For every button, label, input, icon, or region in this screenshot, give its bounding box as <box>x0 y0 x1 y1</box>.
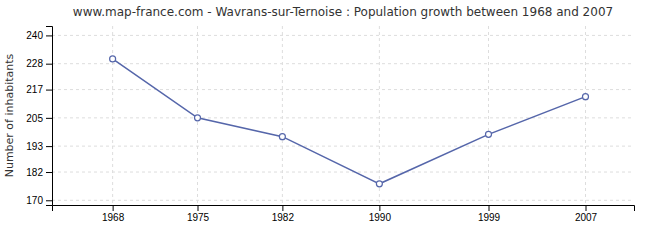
y-tick: 228 <box>26 58 52 69</box>
y-grid-line <box>52 200 634 201</box>
plot: 1968 1975 1982 1990 1999 2007 170 182 193 205 217 2… <box>26 26 634 223</box>
y-tick: 217 <box>26 84 52 95</box>
y-grid-line <box>52 117 634 118</box>
chart-title: www.map-france.com - Wavrans-sur-Ternois… <box>73 5 613 19</box>
y-tick: 193 <box>26 141 52 152</box>
x-grid-line <box>112 26 113 205</box>
x-tick-mark <box>113 205 114 211</box>
y-tick-label: 240 <box>26 30 43 41</box>
point <box>110 56 116 62</box>
y-grid-line <box>52 35 634 36</box>
point <box>376 181 382 187</box>
y-tick: 240 <box>26 30 52 41</box>
y-tick-mark <box>46 64 52 65</box>
y-grid-line <box>52 146 634 147</box>
data-layer <box>110 56 589 187</box>
y-tick-label: 205 <box>26 113 43 124</box>
point <box>486 131 492 137</box>
point <box>195 115 201 121</box>
y-tick-label: 170 <box>26 195 43 206</box>
x-tick-label: 2007 <box>575 212 598 223</box>
y-axis-title: Number of inhabitants <box>3 53 16 177</box>
y-tick: 182 <box>26 167 52 178</box>
x-grid-line <box>488 26 489 205</box>
x-tick-mark <box>282 205 283 211</box>
x-tick-mark <box>379 205 380 211</box>
y-axis: 170 182 193 205 217 228 240 <box>26 27 52 206</box>
x-axis: 1968 1975 1982 1990 1999 2007 <box>53 205 635 223</box>
x-tick-label: 1982 <box>272 212 295 223</box>
chart-container: www.map-france.com - Wavrans-sur-Ternois… <box>0 0 650 229</box>
y-tick-mark <box>46 118 52 119</box>
y-grid-line <box>52 63 634 64</box>
x-tick-mark <box>586 205 587 211</box>
x-tick-label: 1990 <box>369 212 392 223</box>
x-tick: 1982 <box>272 205 295 223</box>
x-grid-line <box>282 26 283 205</box>
x-tick: 1990 <box>369 205 392 223</box>
y-grid-line <box>52 172 634 173</box>
x-tick: 1999 <box>478 205 501 223</box>
y-tick-label: 217 <box>26 84 43 95</box>
x-tick-label: 1999 <box>478 212 501 223</box>
x-tick-mark <box>198 205 199 211</box>
y-tick-mark <box>46 90 52 91</box>
y-axis-line <box>46 27 53 206</box>
x-tick-label: 1975 <box>187 212 210 223</box>
x-tick-mark <box>489 205 490 211</box>
y-tick-mark <box>46 146 52 147</box>
x-axis-line <box>53 206 635 212</box>
point <box>279 134 285 140</box>
y-tick-mark <box>46 35 52 36</box>
y-tick: 170 <box>26 195 52 206</box>
y-tick-label: 182 <box>26 167 43 178</box>
x-tick: 1975 <box>187 205 210 223</box>
line <box>113 59 586 184</box>
chart-svg: www.map-france.com - Wavrans-sur-Ternois… <box>0 0 650 229</box>
point <box>583 94 589 100</box>
y-tick-label: 228 <box>26 58 43 69</box>
x-tick: 2007 <box>575 205 598 223</box>
x-grid-line <box>585 26 586 205</box>
x-grid-line <box>379 26 380 205</box>
y-grid-line <box>52 89 634 90</box>
x-tick: 1968 <box>102 205 125 223</box>
y-tick-mark <box>46 200 52 201</box>
grid <box>52 26 634 205</box>
y-tick-mark <box>46 172 52 173</box>
y-tick: 205 <box>26 113 52 124</box>
x-tick-label: 1968 <box>102 212 125 223</box>
y-tick-label: 193 <box>26 141 43 152</box>
